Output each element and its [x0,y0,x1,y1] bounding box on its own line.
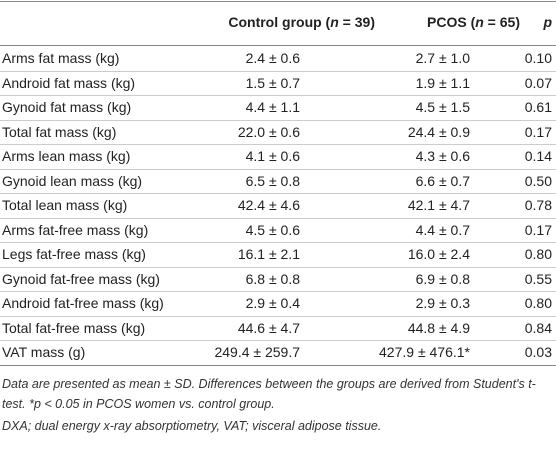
row-rule [0,70,556,72]
row-rule [0,193,556,194]
control-value: 4.1 ± 0.6 [245,148,300,164]
bottom-rule [0,364,556,366]
p-value: 0.03 [524,344,552,360]
pcos-value: 4.3 ± 0.6 [415,148,470,164]
control-value: 6.5 ± 0.8 [245,172,300,189]
control-value: 44.6 ± 4.7 [237,319,300,336]
header-rule [0,45,556,46]
pcos-value: 1.9 ± 1.1 [415,74,470,91]
footnote: DXA; dual energy x-ray absorptiometry, V… [2,419,382,433]
control-value: 2.9 ± 0.4 [245,295,300,311]
header-control: Control group (n = 39) [228,10,375,34]
p-value: 0.14 [524,148,552,164]
p-value: 0.10 [524,50,552,66]
top-rule [0,1,556,2]
pcos-value: 427.9 ± 476.1* [379,344,470,360]
header-italic: n [475,14,484,30]
row-label: VAT mass (g) [2,344,86,360]
control-value: 16.1 ± 2.1 [237,246,300,262]
control-value: 22.0 ± 0.6 [237,123,300,140]
p-value: 0.61 [524,99,552,115]
row-rule [0,340,556,341]
control-value: 4.4 ± 1.1 [245,99,300,115]
row-rule [0,217,556,219]
control-value: 4.5 ± 0.6 [245,221,300,238]
row-label: Android fat mass (kg) [2,74,136,91]
row-label: Gynoid lean mass (kg) [2,172,143,189]
pcos-value: 42.1 ± 4.7 [407,197,470,213]
pcos-value: 2.7 ± 1.0 [415,50,470,66]
p-value: 0.17 [524,221,552,238]
control-value: 2.4 ± 0.6 [245,50,300,66]
header-pcos: PCOS (n = 65) [427,10,520,34]
p-value: 0.50 [524,172,552,189]
row-label: Arms fat-free mass (kg) [2,221,149,238]
row-label: Arms lean mass (kg) [2,148,131,164]
row-rule [0,315,556,317]
row-rule [0,168,556,170]
p-value: 0.17 [524,123,552,140]
control-value: 249.4 ± 259.7 [214,344,300,360]
pcos-value: 24.4 ± 0.9 [407,123,470,140]
p-value: 0.07 [524,74,552,91]
row-rule [0,291,556,292]
header-text: = 39) [338,14,375,30]
row-rule [0,242,556,243]
control-value: 1.5 ± 0.7 [245,74,300,91]
pcos-value: 4.4 ± 0.7 [415,221,470,238]
footnote: Data are presented as mean ± SD. Differe… [2,377,536,411]
pcos-value: 44.8 ± 4.9 [407,319,470,336]
control-value: 6.8 ± 0.8 [245,270,300,287]
pcos-value: 2.9 ± 0.3 [415,295,470,311]
pcos-value: 16.0 ± 2.4 [407,246,470,262]
row-label: Total fat-free mass (kg) [2,319,146,336]
p-value: 0.55 [524,270,552,287]
row-label: Gynoid fat-free mass (kg) [2,270,160,287]
p-value: 0.80 [524,246,552,262]
header-text: PCOS ( [427,14,476,30]
header-text: Control group ( [228,14,331,30]
header-text: = 65) [483,14,520,30]
p-value: 0.80 [524,295,552,311]
pcos-value: 6.6 ± 0.7 [415,172,470,189]
row-label: Legs fat-free mass (kg) [2,246,146,262]
row-label: Gynoid fat mass (kg) [2,99,132,115]
row-label: Total fat mass (kg) [2,123,117,140]
p-value: 0.84 [524,319,552,336]
row-label: Android fat-free mass (kg) [2,295,164,311]
p-value: 0.78 [524,197,552,213]
row-rule [0,119,556,121]
row-label: Arms fat mass (kg) [2,50,120,66]
row-rule [0,266,556,268]
header-italic: n [330,14,339,30]
header-p: p [543,14,552,30]
pcos-value: 6.9 ± 0.8 [415,270,470,287]
row-rule [0,144,556,145]
row-label: Total lean mass (kg) [2,197,128,213]
control-value: 42.4 ± 4.6 [237,197,300,213]
pcos-value: 4.5 ± 1.5 [415,99,470,115]
row-rule [0,95,556,96]
